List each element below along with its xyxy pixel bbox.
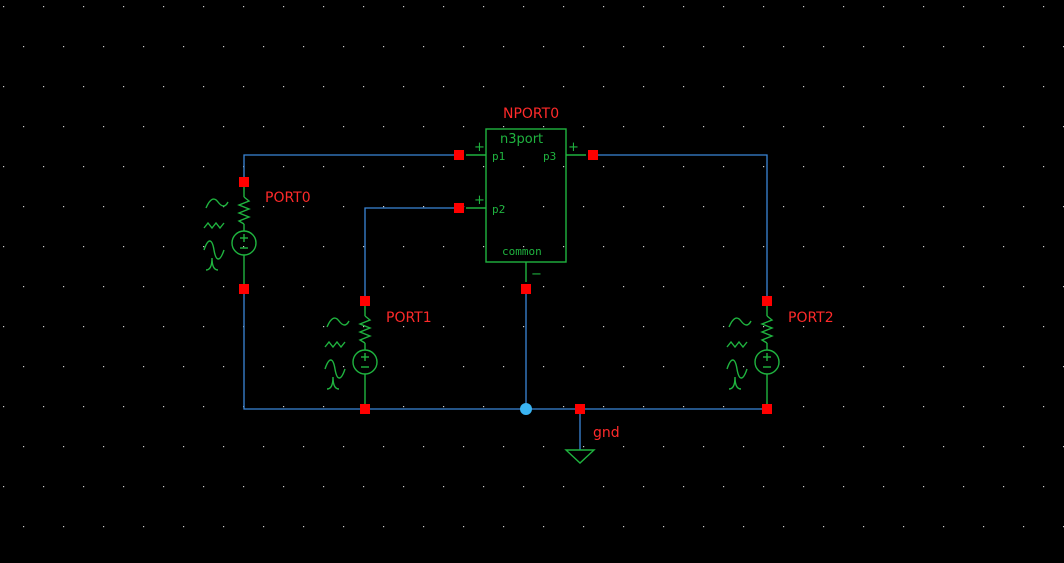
pin-p2-plus: + [474, 193, 485, 208]
pin-marker-gnd[interactable] [575, 404, 585, 414]
pin-common-minus: − [531, 267, 542, 282]
port1-label: PORT1 [386, 310, 432, 326]
pin-p3-label: p3 [543, 150, 556, 163]
junction-dot [520, 403, 532, 415]
pin-marker-port0-bottom[interactable] [239, 284, 249, 294]
wire-p3-port2[interactable] [593, 154, 768, 301]
pin-common-label: common [502, 245, 542, 258]
pin-p1-plus: + [474, 140, 485, 155]
pin-marker-port2-top[interactable] [762, 296, 772, 306]
wire-p2-port1[interactable] [364, 207, 459, 301]
nport-instance-label: NPORT0 [503, 106, 559, 122]
wire-ground-bus[interactable] [243, 289, 767, 410]
port0-label: PORT0 [265, 190, 311, 206]
gnd-label: gnd [593, 425, 620, 441]
port0-source[interactable] [203, 187, 257, 284]
pin-marker-p1[interactable] [454, 150, 464, 160]
ground-triangle [564, 449, 596, 464]
pin-marker-p3[interactable] [588, 150, 598, 160]
pin-marker-port1-top[interactable] [360, 296, 370, 306]
pin-p3-plus: + [568, 140, 579, 155]
ground-symbol[interactable]: gnd [564, 425, 620, 464]
wire-p1-port0[interactable] [243, 154, 459, 182]
nport-body [485, 128, 567, 263]
grid-dots [3, 6, 1064, 528]
nport-cell-label: n3port [500, 132, 543, 147]
port2-source[interactable] [726, 306, 780, 404]
pin-marker-port2-bottom[interactable] [762, 404, 772, 414]
pin-marker-port1-bottom[interactable] [360, 404, 370, 414]
pin-markers [239, 150, 772, 414]
port1-source[interactable] [324, 306, 378, 404]
nport-block[interactable]: NPORT0 n3port p1 p2 p3 common + + + − [466, 106, 586, 282]
pin-marker-p2[interactable] [454, 203, 464, 213]
pin-p1-label: p1 [492, 150, 505, 163]
pin-marker-common[interactable] [521, 284, 531, 294]
pin-marker-port0-top[interactable] [239, 177, 249, 187]
pin-p2-label: p2 [492, 203, 505, 216]
port2-label: PORT2 [788, 310, 834, 326]
wires [243, 154, 768, 450]
